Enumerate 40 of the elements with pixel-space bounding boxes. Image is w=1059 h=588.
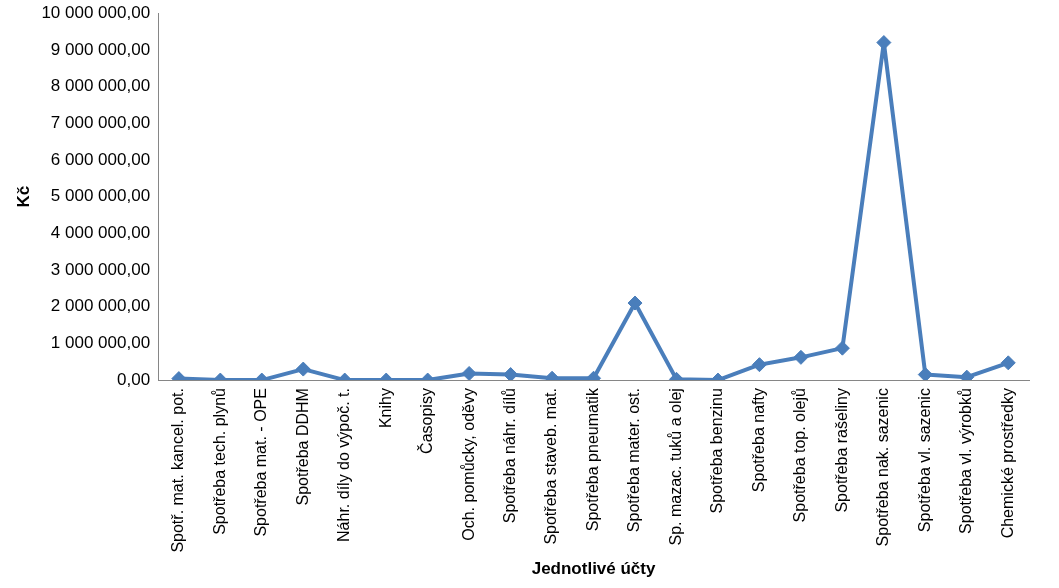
x-tick-label: Knihy: [376, 388, 394, 429]
point: [834, 340, 850, 356]
x-tick-label: Spotřeba mat. - OPE: [252, 388, 270, 537]
y-tick-label: 1 000 000,00: [50, 333, 151, 353]
x-tick-label: Spotřeba staveb. mat.: [542, 388, 560, 545]
x-tick-label: Spotřeba pneumatik: [583, 387, 601, 532]
point: [793, 349, 809, 365]
x-tick-label: Spotřeba nak. sazenic: [874, 388, 892, 547]
point: [461, 365, 477, 381]
x-tick-label: Spotřeba top. olejů: [791, 388, 809, 523]
x-tick-label: Och. pomůcky, oděvy: [459, 388, 477, 541]
x-axis-title: Jednotlivé účty: [531, 559, 656, 579]
y-tick-label: 10 000 000,00: [41, 2, 151, 22]
x-tick-label: Náhr. díly do výpoč. t.: [335, 388, 353, 542]
y-tick-label: 9 000 000,00: [50, 39, 151, 59]
x-tick-label: Spotřeba benzinu: [708, 388, 726, 514]
x-tick-label: Chemické prostředky: [998, 388, 1016, 539]
y-tick-label: 4 000 000,00: [50, 223, 151, 243]
x-tick-label: Sp. mazac. tuků a olej: [666, 388, 684, 546]
y-tick-label: 6 000 000,00: [50, 149, 151, 169]
y-axis-title: Kč: [13, 185, 33, 208]
x-tick-label: Spotřeba rašeliny: [832, 388, 850, 513]
x-tick-label: Spotřeba mater. ost.: [625, 388, 643, 533]
y-tick-label: 2 000 000,00: [50, 296, 151, 316]
x-tick-label: Spotřeba tech. plynů: [210, 388, 228, 535]
x-tick-label: Spotřeba náhr. dílů: [501, 388, 519, 524]
x-tick-label: Spotřeba vl. výrobků: [957, 388, 975, 534]
x-tick-label: Spotřeba DDHM: [293, 388, 311, 506]
x-tick-label: Spotřeba nafty: [749, 388, 767, 493]
y-tick-label: 5 000 000,00: [50, 186, 151, 206]
x-tick-label: Časopisy: [417, 388, 436, 454]
y-tick-label: 3 000 000,00: [50, 259, 151, 279]
point: [627, 295, 643, 311]
point: [503, 367, 519, 381]
y-tick-label: 8 000 000,00: [50, 76, 151, 96]
y-tick-label: 7 000 000,00: [50, 112, 151, 132]
point: [917, 367, 933, 381]
y-tick-label: 0,00: [117, 369, 151, 389]
x-tick-label: Spotř. mat. kancel. pot.: [169, 388, 187, 553]
x-tick-label: Spotřeba vl. sazenic: [915, 388, 933, 533]
